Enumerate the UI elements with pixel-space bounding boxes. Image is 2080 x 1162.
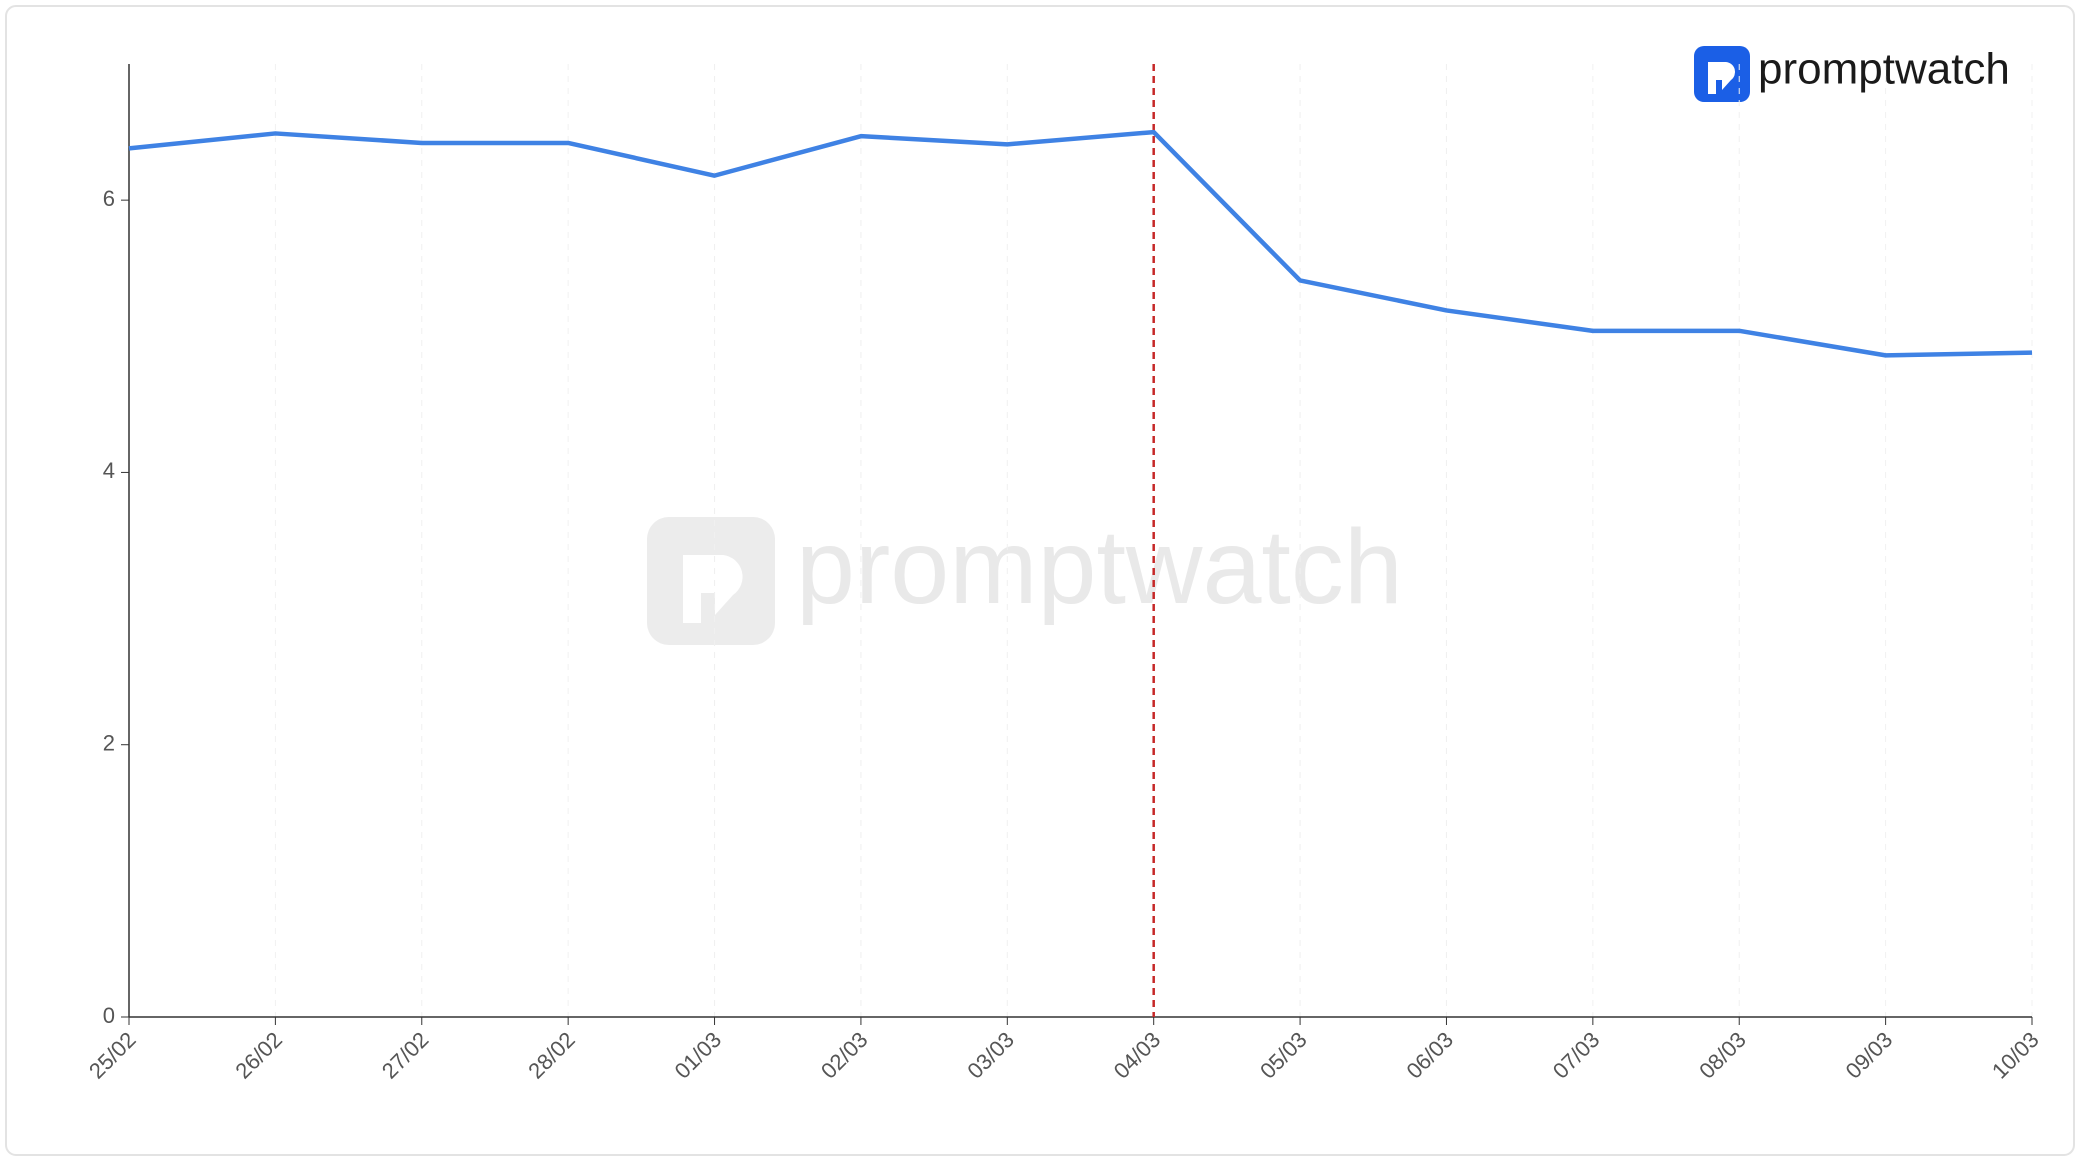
logo: promptwatch: [1694, 45, 2010, 102]
line: [128, 129, 2033, 358]
watermark-icon-glyph: [683, 555, 743, 623]
watermark-text: promptwatch: [796, 508, 1403, 626]
y-tick-label: 4: [103, 458, 115, 483]
y-tick-label: 6: [103, 186, 115, 211]
y-tick-label: 0: [103, 1003, 115, 1028]
watermark: promptwatch: [647, 508, 1403, 645]
card: [5, 5, 2075, 1156]
logo-text: promptwatch: [1758, 45, 2010, 94]
y-tick-label: 2: [103, 731, 115, 756]
logo-icon-glyph: [1708, 62, 1736, 94]
